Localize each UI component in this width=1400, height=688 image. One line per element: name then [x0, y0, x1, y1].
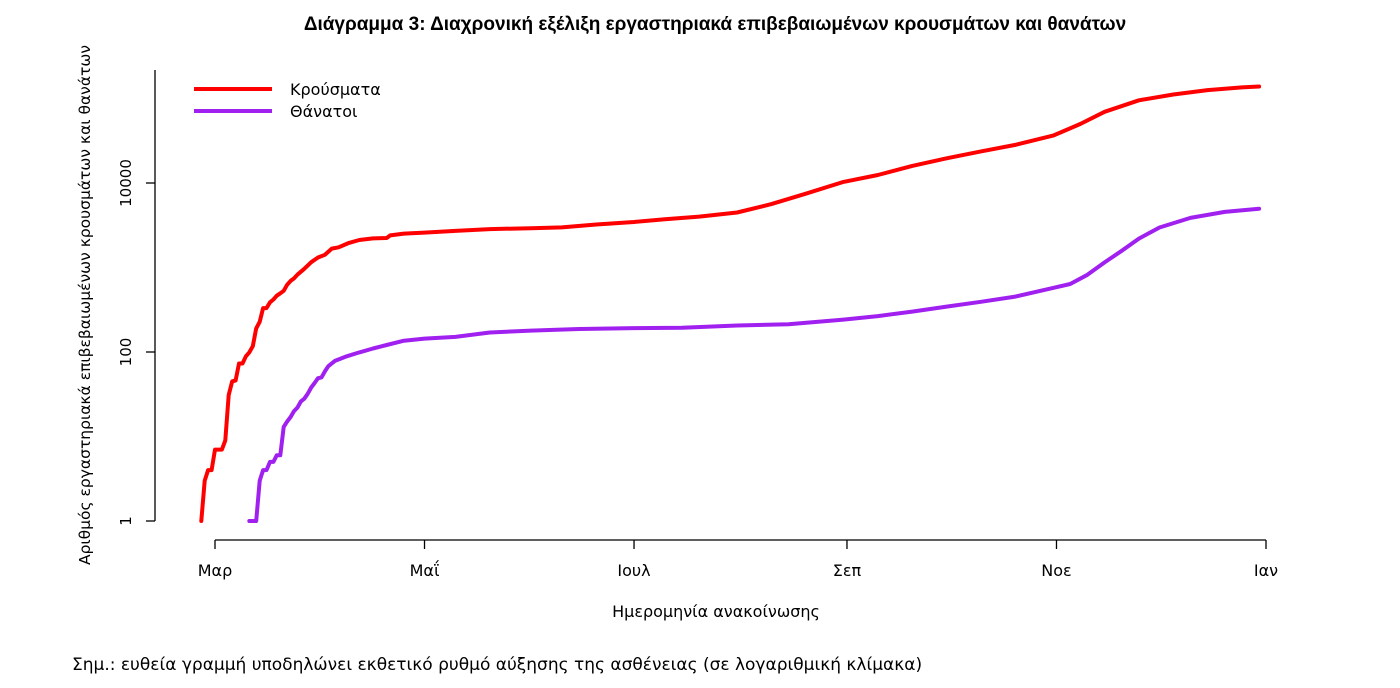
- axes: Μαρ Μαΐ Ιουλ Σεπ Νοε Ιαν 1 100 10000: [117, 70, 1278, 580]
- chart-title: Διάγραμμα 3: Διαχρονική εξέλιξη εργαστηρ…: [303, 14, 1127, 35]
- x-tick-label: Ιαν: [1254, 561, 1278, 580]
- legend-label: Θάνατοι: [290, 102, 357, 121]
- y-axis-label: Αριθμός εργαστηριακά επιβεβαιωμένων κρου…: [76, 45, 94, 565]
- x-tick-label: Μαρ: [198, 561, 233, 580]
- x-tick-label: Νοε: [1041, 561, 1071, 580]
- legend: Κρούσματα Θάνατοι: [194, 80, 381, 121]
- y-tick-label: 100: [117, 338, 135, 367]
- x-tick-label: Ιουλ: [617, 561, 650, 580]
- y-tick-label: 10000: [117, 159, 135, 207]
- x-tick-label: Σεπ: [833, 561, 862, 580]
- x-axis-label: Ημερομηνία ανακοίνωσης: [612, 602, 820, 621]
- series-lines: [199, 84, 1262, 523]
- series-line: [199, 84, 1262, 523]
- series-line: [247, 206, 1262, 523]
- chart-note: Σημ.: ευθεία γραμμή υποδηλώνει εκθετικό …: [72, 655, 923, 675]
- y-tick-label: 1: [117, 516, 135, 526]
- x-tick-label: Μαΐ: [410, 560, 440, 580]
- legend-label: Κρούσματα: [290, 80, 381, 99]
